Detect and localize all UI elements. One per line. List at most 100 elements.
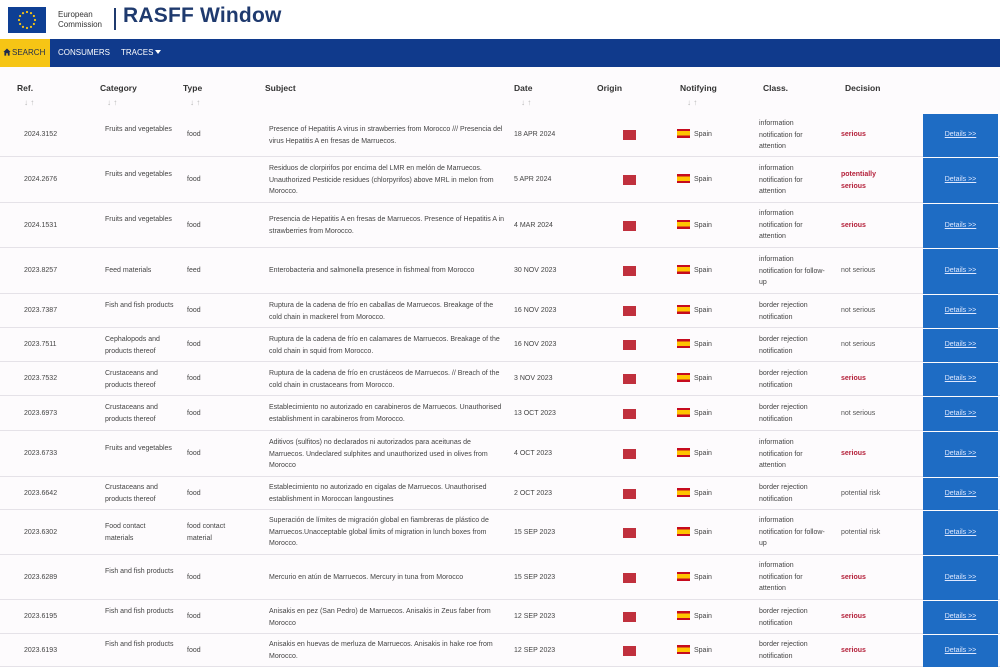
details-link[interactable]: Details >> (944, 131, 977, 138)
category-cell: Fruits and vegetables (105, 216, 172, 223)
details-button[interactable]: Details >> (923, 204, 998, 248)
nav-consumers[interactable]: CONSUMERS (58, 48, 111, 57)
col-header-date[interactable]: Date (514, 83, 533, 93)
nav-search-tab[interactable]: SEARCH (0, 39, 50, 67)
details-button[interactable]: Details >> (923, 114, 998, 157)
subject-cell: Superación de límites de migración globa… (269, 517, 489, 547)
notifying-cell: Spain (677, 305, 712, 317)
notifying-cell: Spain (677, 408, 712, 420)
details-button[interactable]: Details >> (923, 295, 998, 328)
date-cell: 12 SEP 2023 (514, 647, 556, 654)
classification-cell: border rejection notification (759, 641, 808, 660)
details-button[interactable]: Details >> (923, 432, 998, 477)
col-header-origin[interactable]: Origin (597, 83, 623, 93)
subject-cell: Ruptura de la cadena de frío en crustáce… (269, 370, 500, 389)
type-cell: food (187, 450, 201, 457)
origin-morocco-flag-icon (623, 306, 636, 316)
details-link[interactable]: Details >> (944, 222, 977, 229)
details-button[interactable]: Details >> (923, 249, 998, 294)
header-divider (114, 8, 116, 30)
app-title[interactable]: RASFF Window (123, 4, 282, 27)
category-cell: Cephalopods and products thereof (105, 336, 160, 355)
classification-cell: information notification for attention (759, 439, 803, 469)
sort-arrows-category[interactable]: ↓ ↑ (107, 98, 118, 107)
notifying-cell: Spain (677, 174, 712, 186)
table-row: 2023.7387 Fish and fish products food Ruptu… (0, 294, 1000, 328)
european-commission-label: European Commission (58, 10, 102, 30)
date-cell: 16 NOV 2023 (514, 341, 557, 348)
col-header-notifying[interactable]: Notifying (680, 83, 717, 93)
details-link[interactable]: Details >> (944, 450, 977, 457)
ref-cell: 2023.7532 (24, 375, 58, 382)
ref-cell: 2023.6193 (24, 647, 58, 654)
table-row: 2023.6642 Crustaceans and products thereo… (0, 477, 1000, 510)
details-button[interactable]: Details >> (923, 635, 998, 667)
col-header-decision[interactable]: Decision (845, 83, 881, 93)
details-button[interactable]: Details >> (923, 329, 998, 362)
eu-flag-logo[interactable] (8, 7, 46, 33)
home-icon (3, 40, 11, 56)
nav-search-label: SEARCH (12, 48, 46, 57)
spain-flag-icon (677, 572, 690, 581)
notifying-cell: Spain (677, 339, 712, 351)
details-button[interactable]: Details >> (923, 511, 998, 555)
category-cell: Fish and fish products (105, 568, 174, 575)
origin-morocco-flag-icon (623, 573, 636, 583)
details-button[interactable]: Details >> (923, 556, 998, 600)
nav-traces-label: TRACES (121, 48, 154, 57)
col-header-category[interactable]: Category (100, 83, 137, 93)
notifying-country-label: Spain (694, 267, 712, 274)
details-link[interactable]: Details >> (944, 341, 977, 348)
table-row: 2024.2676 Fruits and vegetables food Residu… (0, 157, 1000, 203)
col-header-type[interactable]: Type (183, 83, 203, 93)
details-link[interactable]: Details >> (944, 490, 977, 497)
spain-flag-icon (677, 174, 690, 183)
type-cell: food (187, 176, 201, 183)
details-link[interactable]: Details >> (944, 647, 977, 654)
details-link[interactable]: Details >> (944, 307, 977, 314)
spain-flag-icon (677, 488, 690, 497)
decision-cell: potential risk (841, 490, 881, 497)
notifying-country-label: Spain (694, 410, 712, 417)
date-cell: 18 APR 2024 (514, 131, 556, 138)
details-link[interactable]: Details >> (944, 410, 977, 417)
category-cell: Fruits and vegetables (105, 126, 172, 133)
col-header-subject[interactable]: Subject (265, 83, 296, 93)
details-link[interactable]: Details >> (944, 176, 977, 183)
col-header-class[interactable]: Class. (763, 83, 789, 93)
details-button[interactable]: Details >> (923, 601, 998, 634)
subject-cell: Establecimiento no autorizado en cigalas… (269, 484, 487, 503)
details-button[interactable]: Details >> (923, 478, 998, 510)
date-cell: 12 SEP 2023 (514, 613, 556, 620)
classification-cell: border rejection notification (759, 404, 808, 423)
details-link[interactable]: Details >> (944, 529, 977, 536)
caret-down-icon (155, 50, 162, 54)
table-row: 2023.6289 Fish and fish products food Mercu… (0, 555, 1000, 600)
sort-arrows-ref[interactable]: ↓ ↑ (24, 98, 35, 107)
details-button[interactable]: Details >> (923, 158, 998, 203)
ref-cell: 2024.1531 (24, 222, 58, 229)
type-cell: food (187, 375, 201, 382)
table-row: 2023.6733 Fruits and vegetables food Aditiv… (0, 431, 1000, 477)
sort-arrows-date[interactable]: ↓ ↑ (521, 98, 532, 107)
details-link[interactable]: Details >> (944, 574, 977, 581)
ref-cell: 2023.6733 (24, 450, 58, 457)
details-link[interactable]: Details >> (944, 267, 977, 274)
col-header-ref[interactable]: Ref. (17, 83, 34, 93)
notifying-country-label: Spain (694, 613, 712, 620)
decision-cell: serious (841, 131, 866, 138)
details-button[interactable]: Details >> (923, 363, 998, 396)
ref-cell: 2023.7387 (24, 307, 58, 314)
category-cell: Crustaceans and products thereof (105, 370, 158, 389)
category-cell: Fish and fish products (105, 302, 174, 309)
origin-morocco-flag-icon (623, 175, 636, 185)
ref-cell: 2023.6973 (24, 410, 58, 417)
sort-arrows-notifying[interactable]: ↓ ↑ (687, 98, 698, 107)
details-button[interactable]: Details >> (923, 397, 998, 431)
sort-arrows-type[interactable]: ↓ ↑ (190, 98, 201, 107)
details-link[interactable]: Details >> (944, 375, 977, 382)
classification-cell: border rejection notification (759, 302, 808, 321)
details-link[interactable]: Details >> (944, 613, 977, 620)
nav-traces-dropdown[interactable]: TRACES (121, 39, 162, 67)
table-row: 2023.7532 Crustaceans and products thereo… (0, 362, 1000, 396)
